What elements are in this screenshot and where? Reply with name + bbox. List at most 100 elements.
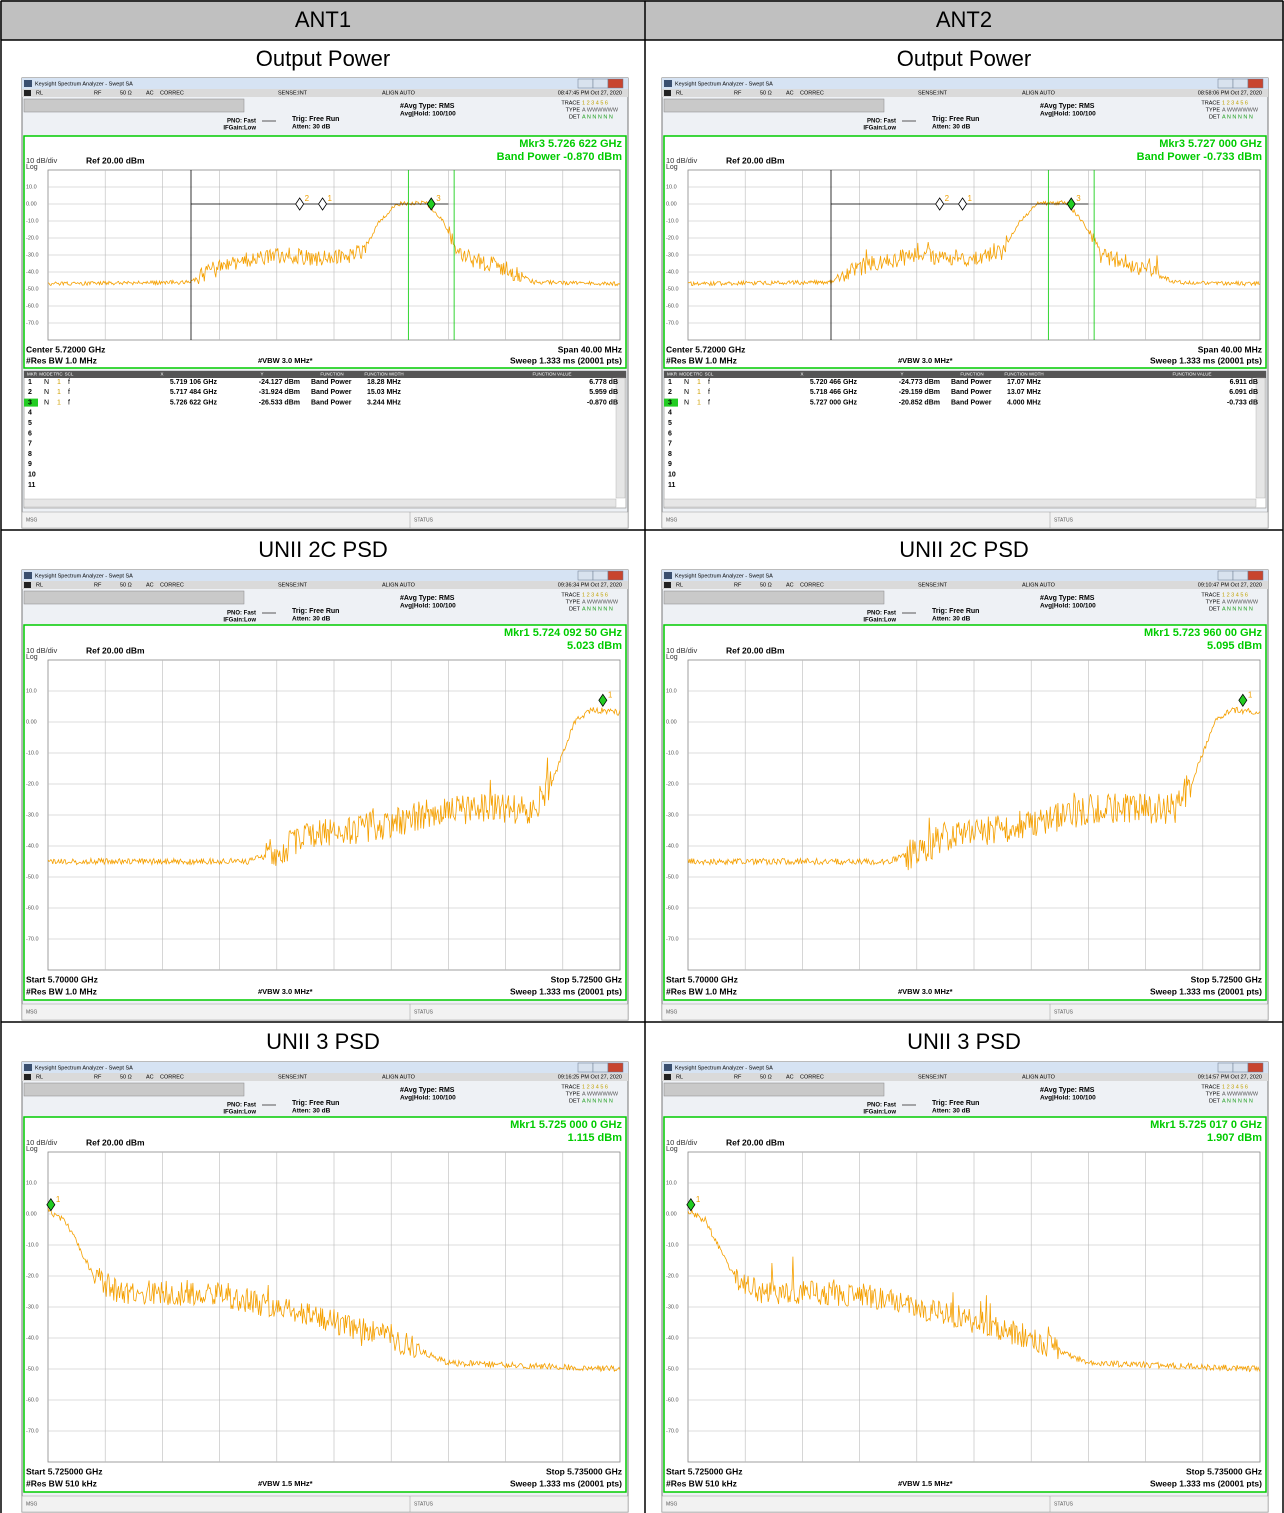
table-cell: 3.244 MHz (367, 399, 401, 406)
avg-hold: Avg|Hold: 100/100 (1040, 111, 1096, 118)
status-item: ALIGN AUTO (1022, 90, 1056, 96)
marker-readout: 1.115 dBm (568, 1132, 623, 1144)
row-number: 8 (668, 451, 672, 458)
status-item: CORREC (160, 582, 184, 588)
row-number: 10 (28, 472, 36, 479)
ifgain: IFGain:Low (863, 126, 896, 132)
trace-label: TRACE (1201, 592, 1220, 598)
status-item: RL (676, 90, 683, 96)
row-number: 9 (28, 461, 32, 468)
table-cell: 6.778 dB (589, 379, 618, 386)
status-item: CORREC (800, 582, 824, 588)
table-cell: f (68, 399, 70, 406)
status-item: ALIGN AUTO (382, 1074, 416, 1080)
atten: Atten: 30 dB (932, 1108, 971, 1115)
pno: PNO: Fast (227, 119, 256, 125)
info-box (24, 1083, 244, 1096)
type-value: A WWWWWW (582, 1091, 619, 1097)
log-label: Log (26, 1146, 38, 1153)
type-label: TYPE (566, 1091, 581, 1097)
row-number: 7 (28, 441, 32, 448)
table-cell: -29.159 dBm (899, 389, 940, 396)
table-cell: 5.720 466 GHz (810, 379, 858, 386)
app-icon (24, 572, 32, 579)
y-label: -20.0 (26, 781, 39, 787)
y-label: -20.0 (26, 235, 39, 241)
y-label: -50.0 (26, 286, 39, 292)
marker-label: 1 (1248, 690, 1253, 699)
app-icon (24, 1064, 32, 1071)
avg-type: #Avg Type: RMS (400, 103, 455, 110)
type-value: A WWWWWW (1222, 1091, 1259, 1097)
info-box (664, 1083, 884, 1096)
table-header: MKR (27, 372, 38, 377)
table-header: TRC (693, 372, 703, 377)
row-number: 5 (28, 420, 32, 427)
timestamp: 09:16:25 PM Oct 27, 2020 (558, 1074, 622, 1080)
app-icon (664, 572, 672, 579)
avg-type: #Avg Type: RMS (1040, 1087, 1095, 1094)
table-cell: N (44, 389, 49, 396)
status-bar (22, 581, 628, 589)
window-button (608, 79, 623, 88)
table-cell: N (44, 379, 49, 386)
ifgain: IFGain:Low (863, 1110, 896, 1116)
table-cell: -20.852 dBm (899, 399, 940, 406)
table-header: X (800, 372, 803, 377)
footer-right: Sweep 1.333 ms (20001 pts) (1150, 1478, 1262, 1488)
status: STATUS (1054, 517, 1074, 523)
table-header: Y (900, 372, 903, 377)
y-label: -60.0 (666, 905, 679, 911)
ref-level: Ref 20.00 dBm (86, 1137, 145, 1147)
table-header: FUNCTION WIDTH (364, 372, 403, 377)
row-number: 9 (668, 461, 672, 468)
trig: Trig: Free Run (292, 116, 339, 123)
type-value: A WWWWWW (1222, 599, 1259, 605)
table-cell: 1 (697, 379, 701, 386)
status-item: RL (36, 90, 43, 96)
y-label: -30.0 (666, 1304, 679, 1310)
avg-hold: Avg|Hold: 100/100 (400, 111, 456, 118)
status-item: ALIGN AUTO (382, 90, 416, 96)
table-header: TRC (53, 372, 63, 377)
table-cell: Band Power (951, 399, 992, 406)
status-icon (664, 90, 671, 96)
bottom-bar (662, 512, 1268, 528)
y-label: -30.0 (666, 812, 679, 818)
status-item: SENSE:INT (918, 582, 948, 588)
section-title: Output Power (256, 46, 391, 71)
type-value: A WWWWWW (582, 599, 619, 605)
status-bar (22, 1073, 628, 1081)
footer-right: Sweep 1.333 ms (20001 pts) (510, 1478, 622, 1488)
y-label: 0.00 (26, 201, 37, 207)
footer-right: Stop 5.72500 GHz (1191, 974, 1262, 984)
marker-label: 2 (305, 194, 310, 203)
y-label: -50.0 (26, 874, 39, 880)
table-header: FUNCTION VALUE (533, 372, 572, 377)
avg-type: #Avg Type: RMS (400, 1087, 455, 1094)
row-number: 6 (28, 430, 32, 437)
info-box (664, 591, 884, 604)
window-button (578, 1063, 593, 1072)
log-label: Log (26, 654, 38, 661)
table-cell: 18.28 MHz (367, 379, 401, 386)
window-button (593, 1063, 608, 1072)
status-item: AC (146, 90, 154, 96)
pno: PNO: Fast (867, 611, 896, 617)
y-label: -40.0 (26, 1335, 39, 1341)
y-label: -60.0 (26, 303, 39, 309)
type-value: A WWWWWW (1222, 107, 1259, 113)
row-number: 10 (668, 472, 676, 479)
footer-left: Center 5.72000 GHz (666, 344, 745, 354)
table-cell: Band Power (311, 389, 352, 396)
det-label: DET (1209, 606, 1221, 612)
type-label: TYPE (1206, 107, 1221, 113)
trace-value: 1 2 3 4 5 6 (1222, 1084, 1248, 1090)
table-cell: 6.911 dB (1230, 379, 1258, 386)
status-item: CORREC (160, 1074, 184, 1080)
window-button (1233, 79, 1248, 88)
trig: Trig: Free Run (292, 1100, 339, 1107)
status-item: ALIGN AUTO (1022, 582, 1056, 588)
ifgain: IFGain:Low (863, 618, 896, 624)
det-label: DET (1209, 114, 1221, 120)
